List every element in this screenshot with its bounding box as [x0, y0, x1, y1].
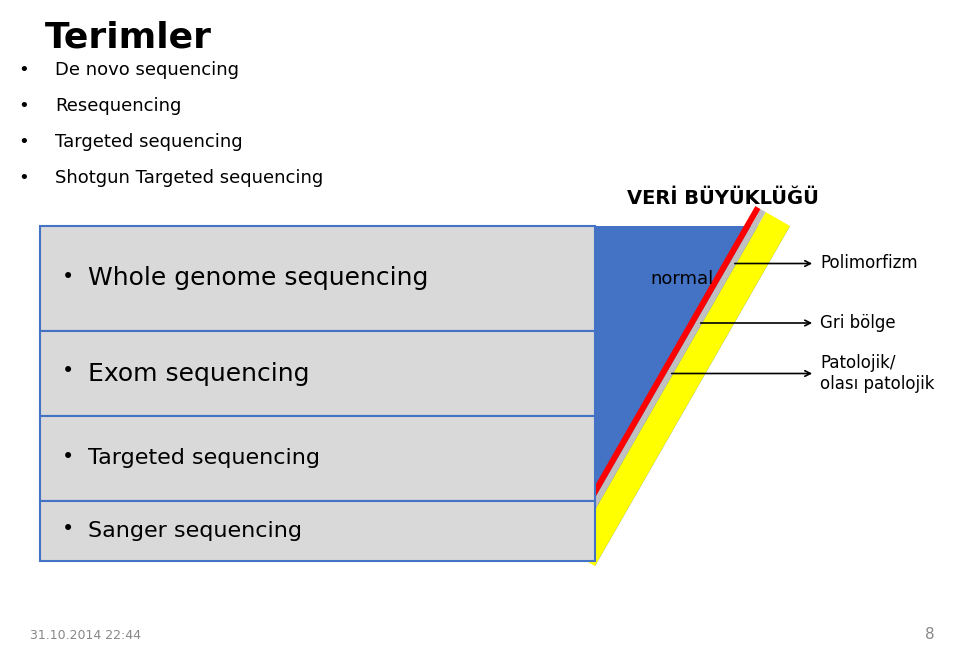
Text: •: •: [18, 169, 29, 187]
Text: 8: 8: [925, 627, 935, 642]
Text: •: •: [18, 97, 29, 115]
Text: 31.10.2014 22:44: 31.10.2014 22:44: [30, 629, 141, 642]
Text: •: •: [62, 447, 74, 466]
Text: Terimler: Terimler: [45, 21, 212, 55]
Text: Patolojik/
olası patolojik: Patolojik/ olası patolojik: [820, 354, 934, 393]
Text: VERİ BÜYÜKLÜĞÜ: VERİ BÜYÜKLÜĞÜ: [627, 188, 819, 207]
Text: normal: normal: [650, 270, 713, 287]
Text: De novo sequencing: De novo sequencing: [55, 61, 239, 79]
Text: Gri bölge: Gri bölge: [820, 314, 896, 332]
Text: Resequencing: Resequencing: [55, 97, 181, 115]
Polygon shape: [561, 206, 760, 549]
Text: •: •: [18, 61, 29, 79]
Bar: [40, 226, 595, 331]
Text: Whole genome sequencing: Whole genome sequencing: [88, 266, 428, 291]
Polygon shape: [565, 209, 766, 552]
Text: Sanger sequencing: Sanger sequencing: [88, 521, 302, 541]
Polygon shape: [595, 226, 790, 566]
Text: Targeted sequencing: Targeted sequencing: [55, 133, 243, 151]
Polygon shape: [570, 212, 790, 566]
Text: •: •: [18, 133, 29, 151]
Text: Exom sequencing: Exom sequencing: [88, 361, 309, 386]
Text: Polimorfizm: Polimorfizm: [820, 255, 918, 272]
Bar: [40, 331, 595, 416]
Bar: [40, 501, 595, 561]
Bar: [40, 416, 595, 501]
Text: Targeted sequencing: Targeted sequencing: [88, 449, 320, 468]
Text: Shotgun Targeted sequencing: Shotgun Targeted sequencing: [55, 169, 324, 187]
Text: •: •: [62, 519, 74, 539]
Text: •: •: [62, 361, 74, 382]
Text: •: •: [62, 266, 74, 287]
